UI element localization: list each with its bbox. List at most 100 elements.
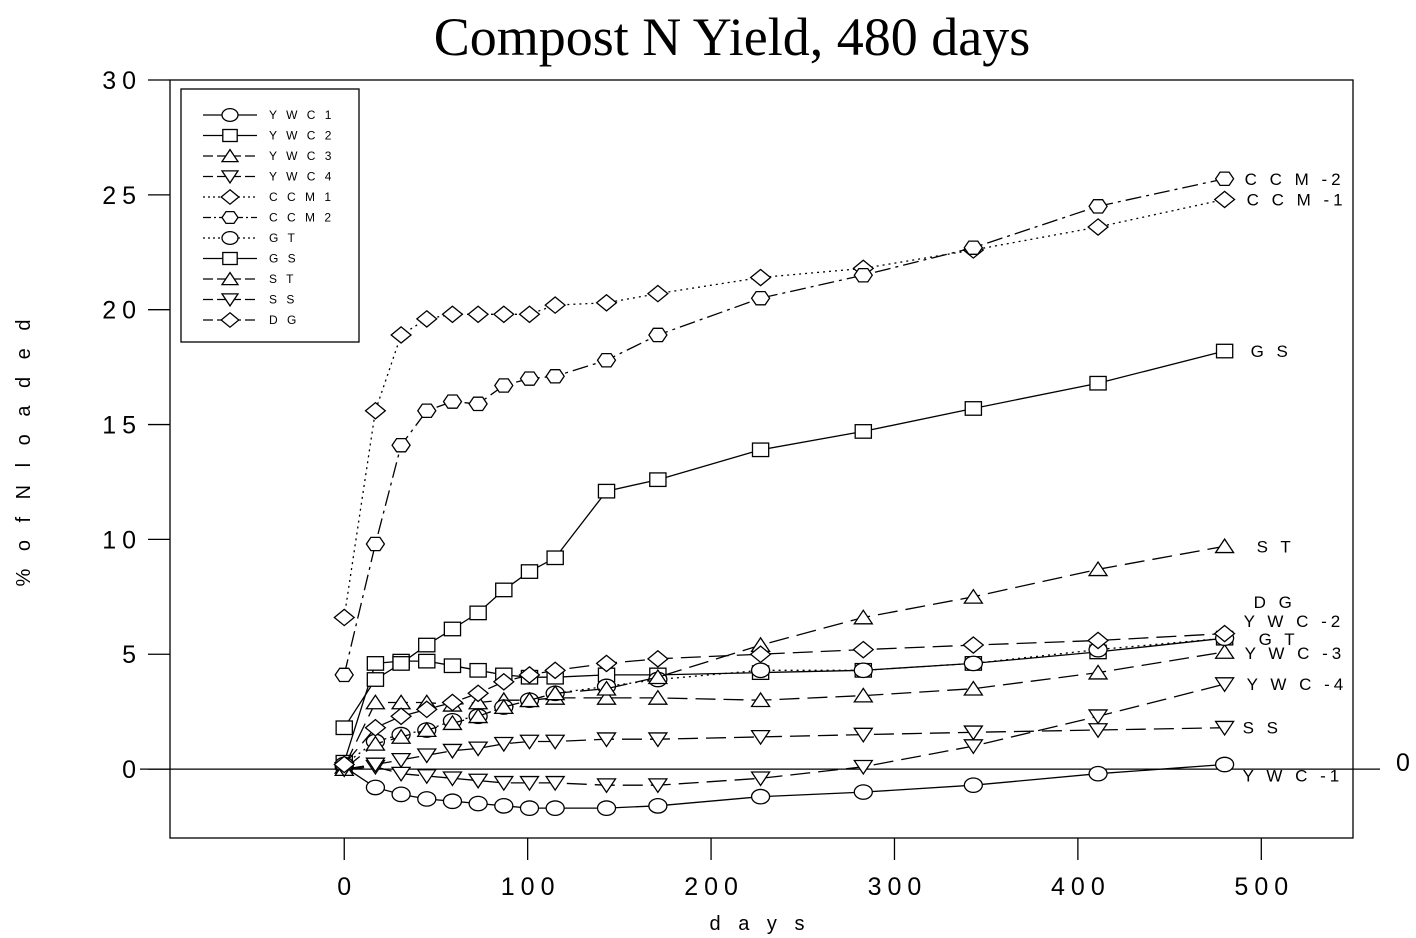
series-line: [344, 683, 1225, 786]
data-point: [596, 689, 617, 705]
data-point: [596, 778, 617, 794]
data-point: [544, 684, 566, 701]
data-point: [1214, 537, 1235, 554]
legend-marker: [220, 311, 240, 329]
data-point: [544, 296, 567, 315]
data-point: [648, 797, 668, 814]
legend-label: G T: [269, 231, 298, 245]
data-point: [365, 536, 386, 552]
legend-label: S S: [269, 293, 297, 307]
data-point: [648, 327, 668, 343]
data-point: [544, 661, 567, 680]
data-point: [1214, 171, 1235, 187]
data-point: [333, 755, 356, 774]
data-point: [519, 800, 540, 816]
x-tick-label: 300: [868, 873, 928, 901]
data-point: [365, 757, 386, 773]
data-point: [519, 371, 540, 386]
y-tick-label: 20: [102, 297, 142, 325]
data-point: [392, 656, 410, 671]
data-point: [853, 759, 874, 776]
data-point: [647, 668, 669, 685]
data-point: [544, 734, 566, 750]
data-point: [469, 605, 487, 621]
legend-label: G S: [269, 252, 299, 266]
data-point: [596, 352, 617, 368]
series-ss: [334, 720, 1235, 778]
legend-label: Y W C 4: [269, 170, 334, 184]
series-gt: [334, 630, 1235, 773]
series-ywc-4: [334, 677, 1235, 794]
legend-entry: Y W C 2: [203, 129, 331, 143]
data-point: [962, 636, 985, 654]
legend-label: Y W C 1: [269, 108, 334, 122]
data-point: [365, 735, 386, 751]
data-point: [649, 472, 667, 488]
data-point: [467, 305, 490, 324]
legend-entry: S T: [203, 271, 293, 286]
legend-marker: [221, 230, 239, 246]
data-point: [597, 483, 616, 499]
legend-entry: S S: [203, 293, 297, 308]
series-line: [343, 178, 1225, 676]
data-point: [467, 707, 489, 724]
data-point: [467, 684, 490, 703]
data-point: [596, 800, 617, 816]
data-point: [391, 437, 411, 453]
data-point: [750, 662, 771, 679]
series-end-label: Y W C -1: [1243, 766, 1344, 785]
series-end-label: D G: [1254, 593, 1296, 612]
series-line: [343, 632, 1225, 765]
data-point: [963, 739, 984, 755]
data-point: [335, 720, 353, 736]
data-point: [595, 293, 618, 312]
data-point: [1214, 643, 1235, 659]
data-point: [417, 403, 437, 419]
data-point: [442, 743, 463, 760]
data-point: [647, 732, 669, 748]
legend-marker: [220, 148, 240, 163]
data-point: [416, 769, 437, 785]
data-point: [853, 687, 874, 703]
data-point: [364, 718, 387, 737]
legend-marker: [220, 293, 240, 308]
data-point: [964, 401, 983, 416]
legend-marker: [221, 210, 239, 225]
data-point: [963, 655, 983, 672]
legend-marker: [221, 107, 239, 123]
series-st: [334, 537, 1235, 777]
data-point: [494, 797, 514, 814]
series-end-label: C C M -1: [1247, 190, 1347, 209]
series-end-label: Y W C -4: [1247, 675, 1348, 694]
data-point: [750, 788, 771, 805]
series-line: [344, 727, 1225, 770]
x-axis-label: d a y s: [710, 913, 811, 935]
data-point: [441, 305, 464, 324]
data-point: [854, 424, 873, 439]
series-gs: [335, 343, 1234, 736]
data-point: [963, 588, 984, 604]
data-point: [646, 284, 669, 303]
legend-label: C C M 1: [269, 190, 334, 204]
data-point: [647, 689, 669, 705]
data-point: [518, 305, 541, 324]
series-end-label: Y W C -3: [1245, 644, 1346, 663]
legend-entry: D G: [203, 311, 296, 329]
data-point: [519, 775, 540, 792]
data-point: [853, 784, 873, 800]
data-point: [416, 721, 437, 737]
legend-entry: Y W C 4: [203, 170, 334, 185]
zero-reference-label: 0: [1396, 749, 1410, 777]
data-point: [492, 305, 515, 324]
y-axis-label: % o f N l o a d e d: [13, 314, 35, 587]
data-point: [390, 326, 413, 344]
data-point: [442, 771, 463, 787]
legend-marker: [222, 251, 238, 266]
data-point: [1214, 720, 1235, 737]
data-point: [853, 727, 874, 744]
data-point: [467, 773, 489, 789]
data-point: [1088, 199, 1108, 214]
series-line: [343, 651, 1225, 768]
series-end-label: G T: [1259, 630, 1299, 649]
